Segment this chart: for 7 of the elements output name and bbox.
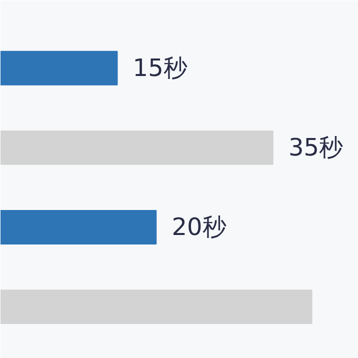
data-label: 35秒 [288,134,344,162]
data-label: 15秒 [132,54,188,82]
data-label: 20秒 [172,213,226,242]
bar [0,130,274,165]
bar [0,210,157,244]
bar [0,290,312,324]
bar [0,50,118,86]
